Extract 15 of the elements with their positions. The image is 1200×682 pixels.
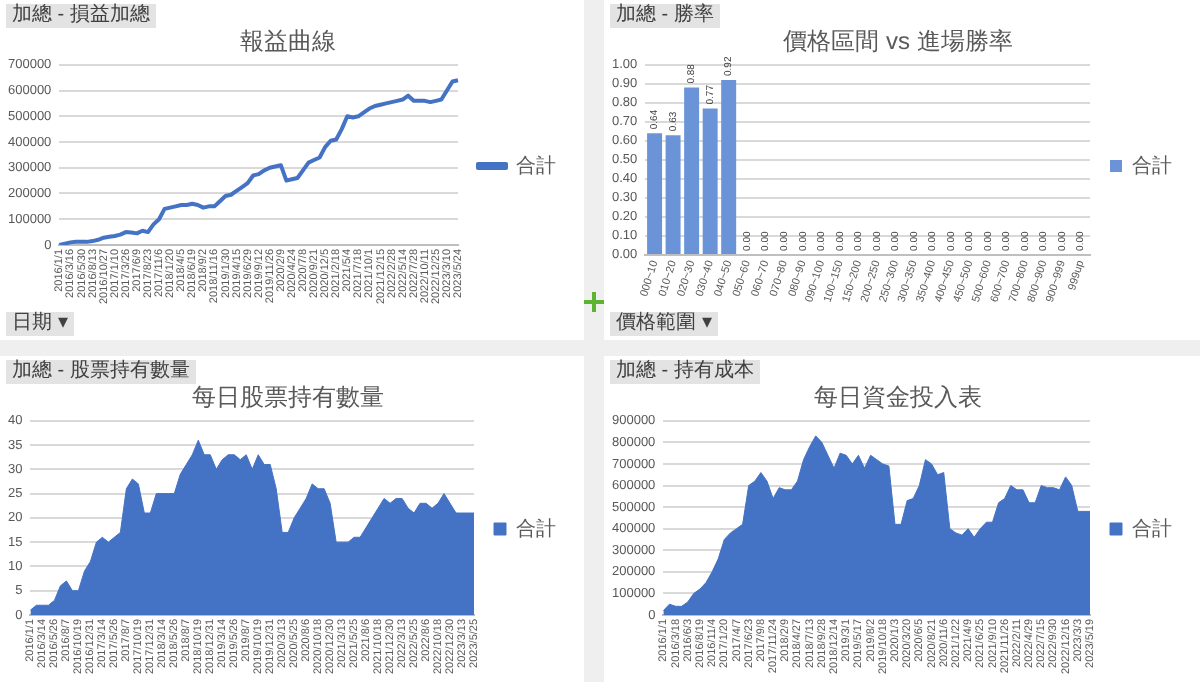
chart-title: 每日資金投入表 [814, 383, 982, 412]
chart-title: 報益曲線 [240, 27, 336, 56]
legend-label: 合計 [516, 153, 556, 178]
chart-title: 每日股票持有數量 [192, 383, 384, 412]
text: 價格範圍 ▾ [610, 312, 718, 336]
legend-label: 合計 [1132, 153, 1172, 178]
text: 加總 - 勝率 [610, 4, 720, 28]
text: 日期 ▾ [6, 312, 74, 336]
chart-title: 價格區間 vs 進場勝率 [783, 27, 1013, 56]
text: 加總 - 損益加總 [6, 4, 156, 28]
text: 加總 - 持有成本 [610, 360, 760, 384]
text: 加總 - 股票持有數量 [6, 360, 196, 384]
legend-label: 合計 [516, 516, 556, 541]
legend-label: 合計 [1132, 516, 1172, 541]
bar [647, 133, 663, 254]
